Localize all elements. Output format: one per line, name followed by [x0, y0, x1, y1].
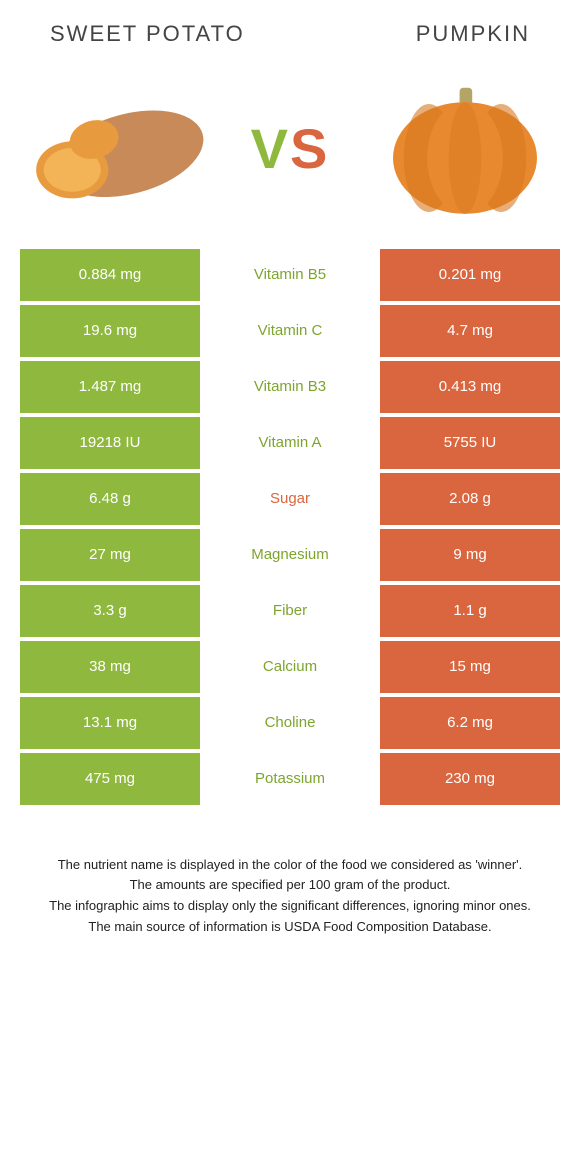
- table-row: 38 mgCalcium15 mg: [20, 641, 560, 693]
- table-row: 3.3 gFiber1.1 g: [20, 585, 560, 637]
- footnote-line: The infographic aims to display only the…: [30, 896, 550, 917]
- table-row: 6.48 gSugar2.08 g: [20, 473, 560, 525]
- left-value: 1.487 mg: [20, 361, 200, 413]
- table-row: 475 mgPotassium230 mg: [20, 753, 560, 805]
- table-row: 1.487 mgVitamin B30.413 mg: [20, 361, 560, 413]
- nutrient-name: Choline: [200, 697, 380, 749]
- header-row: Sweet Potato Pumpkin: [20, 20, 560, 59]
- nutrient-name: Vitamin B3: [200, 361, 380, 413]
- left-value: 27 mg: [20, 529, 200, 581]
- right-value: 2.08 g: [380, 473, 560, 525]
- left-value: 19218 IU: [20, 417, 200, 469]
- nutrient-name: Fiber: [200, 585, 380, 637]
- sweet-potato-image: [20, 79, 210, 219]
- footnote: The nutrient name is displayed in the co…: [20, 855, 560, 938]
- nutrient-name: Vitamin A: [200, 417, 380, 469]
- right-value: 9 mg: [380, 529, 560, 581]
- left-value: 475 mg: [20, 753, 200, 805]
- nutrient-name: Magnesium: [200, 529, 380, 581]
- left-value: 6.48 g: [20, 473, 200, 525]
- nutrient-name: Vitamin B5: [200, 249, 380, 301]
- nutrient-name: Sugar: [200, 473, 380, 525]
- vs-label: VS: [251, 116, 330, 181]
- left-value: 38 mg: [20, 641, 200, 693]
- footnote-line: The main source of information is USDA F…: [30, 917, 550, 938]
- right-value: 0.201 mg: [380, 249, 560, 301]
- right-value: 230 mg: [380, 753, 560, 805]
- table-row: 27 mgMagnesium9 mg: [20, 529, 560, 581]
- footnote-line: The amounts are specified per 100 gram o…: [30, 875, 550, 896]
- right-food-title: Pumpkin: [416, 20, 530, 49]
- table-row: 19218 IUVitamin A5755 IU: [20, 417, 560, 469]
- footnote-line: The nutrient name is displayed in the co…: [30, 855, 550, 876]
- left-value: 13.1 mg: [20, 697, 200, 749]
- table-row: 0.884 mgVitamin B50.201 mg: [20, 249, 560, 301]
- comparison-table: 0.884 mgVitamin B50.201 mg19.6 mgVitamin…: [20, 249, 560, 805]
- right-value: 5755 IU: [380, 417, 560, 469]
- left-value: 19.6 mg: [20, 305, 200, 357]
- table-row: 19.6 mgVitamin C4.7 mg: [20, 305, 560, 357]
- left-food-title: Sweet Potato: [50, 20, 245, 49]
- right-value: 0.413 mg: [380, 361, 560, 413]
- right-value: 1.1 g: [380, 585, 560, 637]
- right-value: 6.2 mg: [380, 697, 560, 749]
- nutrient-name: Potassium: [200, 753, 380, 805]
- table-row: 13.1 mgCholine6.2 mg: [20, 697, 560, 749]
- nutrient-name: Calcium: [200, 641, 380, 693]
- images-row: VS: [20, 59, 560, 249]
- vs-letter-v: V: [251, 117, 290, 180]
- nutrient-name: Vitamin C: [200, 305, 380, 357]
- pumpkin-image: [370, 79, 560, 219]
- right-value: 15 mg: [380, 641, 560, 693]
- left-value: 0.884 mg: [20, 249, 200, 301]
- vs-letter-s: S: [290, 117, 329, 180]
- left-value: 3.3 g: [20, 585, 200, 637]
- right-value: 4.7 mg: [380, 305, 560, 357]
